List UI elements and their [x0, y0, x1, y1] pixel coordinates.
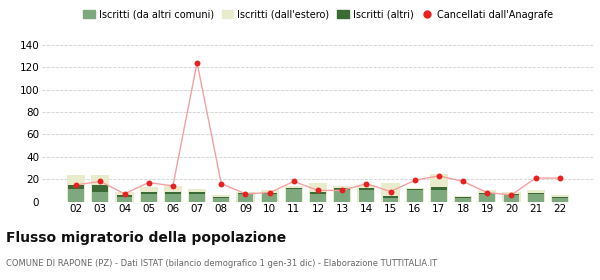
Point: [482, 190, 492, 195]
Bar: [383, 196, 398, 202]
Bar: [91, 175, 109, 202]
Point: [531, 176, 541, 180]
Text: COMUNE DI RAPONE (PZ) - Dati ISTAT (bilancio demografico 1 gen-31 dic) - Elabora: COMUNE DI RAPONE (PZ) - Dati ISTAT (bila…: [6, 259, 437, 268]
Point: [458, 179, 468, 184]
Point: [265, 190, 274, 195]
Bar: [503, 194, 520, 195]
Bar: [286, 188, 302, 189]
Bar: [164, 186, 182, 202]
Bar: [116, 195, 133, 197]
Bar: [92, 185, 108, 192]
Bar: [260, 190, 279, 202]
Bar: [382, 183, 400, 202]
Bar: [238, 193, 253, 194]
Bar: [165, 192, 181, 202]
Bar: [334, 188, 350, 202]
Bar: [68, 185, 84, 202]
Bar: [359, 188, 374, 202]
Point: [192, 60, 202, 65]
Point: [144, 180, 154, 185]
Point: [555, 176, 565, 180]
Bar: [212, 195, 230, 202]
Bar: [189, 192, 205, 194]
Bar: [115, 192, 134, 202]
Bar: [309, 183, 327, 202]
Bar: [262, 193, 277, 194]
Point: [289, 179, 299, 184]
Bar: [407, 189, 422, 190]
Point: [434, 174, 444, 178]
Bar: [503, 194, 520, 202]
Bar: [528, 193, 544, 202]
Bar: [334, 188, 350, 190]
Bar: [455, 197, 471, 198]
Bar: [407, 189, 422, 202]
Bar: [527, 190, 545, 202]
Bar: [552, 197, 568, 202]
Bar: [479, 193, 495, 202]
Bar: [140, 187, 158, 202]
Legend: Iscritti (da altri comuni), Iscritti (dall'estero), Iscritti (altri), Cancellati: Iscritti (da altri comuni), Iscritti (da…: [79, 6, 557, 24]
Bar: [479, 193, 495, 194]
Bar: [310, 192, 326, 194]
Bar: [92, 185, 108, 202]
Bar: [141, 192, 157, 194]
Bar: [189, 192, 205, 202]
Bar: [165, 192, 181, 194]
Bar: [68, 185, 84, 189]
Bar: [238, 193, 253, 202]
Point: [71, 183, 81, 187]
Point: [362, 181, 371, 186]
Bar: [188, 189, 206, 202]
Bar: [333, 186, 351, 202]
Bar: [214, 197, 229, 198]
Point: [386, 189, 395, 194]
Bar: [383, 196, 398, 198]
Point: [95, 179, 105, 184]
Point: [168, 184, 178, 188]
Bar: [478, 190, 496, 202]
Bar: [431, 187, 447, 190]
Bar: [214, 197, 229, 202]
Bar: [454, 196, 472, 202]
Point: [241, 192, 250, 196]
Bar: [285, 186, 303, 202]
Bar: [431, 187, 447, 202]
Bar: [141, 192, 157, 202]
Point: [410, 178, 419, 183]
Text: Flusso migratorio della popolazione: Flusso migratorio della popolazione: [6, 231, 286, 245]
Bar: [286, 188, 302, 202]
Bar: [359, 188, 374, 190]
Bar: [262, 193, 277, 202]
Bar: [552, 197, 568, 198]
Point: [337, 188, 347, 193]
Point: [313, 188, 323, 193]
Bar: [528, 193, 544, 194]
Bar: [502, 192, 521, 202]
Bar: [116, 195, 133, 202]
Point: [506, 193, 516, 197]
Point: [217, 181, 226, 186]
Bar: [406, 188, 424, 202]
Bar: [430, 174, 448, 202]
Bar: [455, 197, 471, 202]
Bar: [357, 185, 376, 202]
Bar: [310, 192, 326, 202]
Bar: [236, 192, 254, 202]
Point: [120, 192, 130, 196]
Bar: [67, 175, 85, 202]
Bar: [551, 195, 569, 202]
